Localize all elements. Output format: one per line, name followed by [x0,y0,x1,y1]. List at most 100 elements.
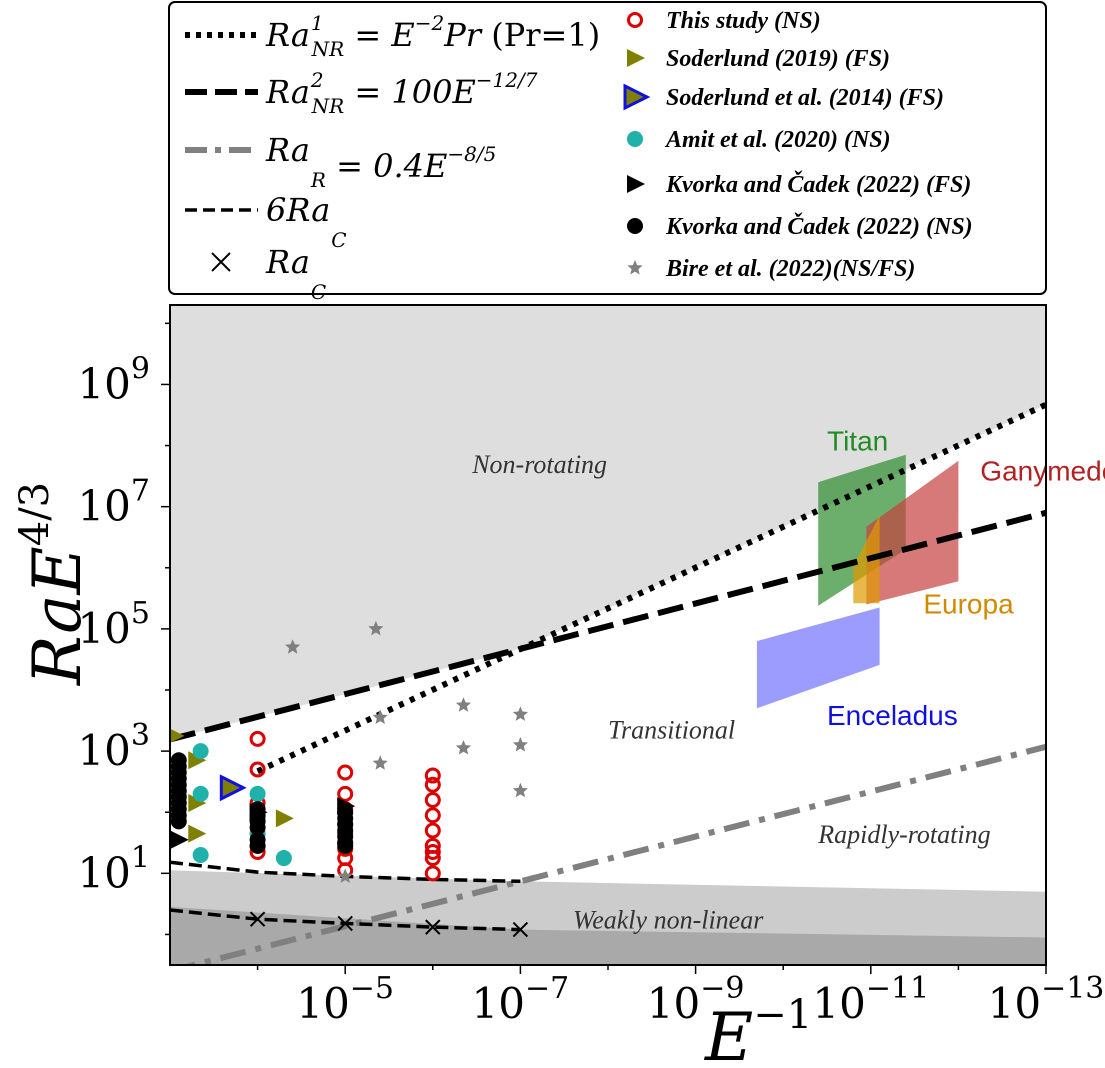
y-tick-label: 101 [77,840,150,897]
region-label: Weakly non-linear [573,905,764,934]
point-series-1 [424,822,441,839]
point-series-4 [192,847,209,863]
legend-study-label: Bire et al. (2022)(NS/FS) [665,256,915,282]
x-tick-label: 10−11 [812,971,929,1028]
y-tick-label: 105 [77,596,150,653]
legend-frame [168,1,1047,295]
point-series-4 [275,850,292,867]
point-series-1 [424,850,441,867]
legend-study-marker [627,12,643,28]
point-series-1 [424,792,441,808]
point-series-1 [424,843,441,860]
legend-line-label: Ra2 NR = 100E−12/7 [265,68,538,118]
legend-study-marker [623,83,651,111]
point-series-1 [424,767,441,784]
x-tick-label: 10−13 [988,971,1105,1028]
point-series-7 [372,755,388,770]
plot-area: Non-rotating Transitional Rapidly-rotating… [77,304,1105,1028]
legend-line-label: 6RaC [266,191,347,252]
axis-ticks: 10−5 10−7 10−9 10−11 10−13 101 103 105 107 109 [77,322,1105,1028]
point-series-7 [368,620,384,636]
scaling-line-3 [181,743,1046,965]
legend-study-label: This study (NS) [666,8,821,34]
legend-line-entries: Ra1 NR = E−2Pr (Pr=1) Ra2 NR = 100E−12/7 RaR… [185,11,600,304]
y-tick-label: 107 [77,474,150,531]
legend-study-label: Soderlund et al. (2014) (FS) [666,85,944,111]
label-ganymede: Ganymede [980,455,1105,486]
point-series-1 [424,865,441,882]
point-series-2 [188,794,207,813]
point-series-7 [285,639,301,654]
point-series-7 [372,709,388,724]
legend-study-label: Amit et al. (2020) (NS) [664,127,891,153]
label-enceladus: Enceladus [827,700,958,731]
y-tick-label: 109 [77,351,150,408]
moon-labels: Titan Ganymede Europa Enceladus [827,425,1105,730]
point-series-3 [219,774,247,802]
legend-line-label: Ra1 NR = E−2Pr (Pr=1) [265,11,600,61]
legend-line-label: RaR = 0.4E−8/5 [265,131,496,192]
legend-study-label: Kvorka and Čadek (2022) (NS) [665,213,973,240]
point-series-7 [512,737,528,752]
legend-study-marker [627,131,643,147]
legend-study-marker [627,49,645,67]
point-series-6 [249,819,266,836]
regime-shading [170,305,1046,965]
point-series-7 [337,868,353,883]
region-label: Transitional [608,715,735,744]
x-axis-label: E−1 [704,992,812,1068]
point-series-1 [424,776,441,793]
point-series-6 [249,837,266,854]
point-series-4 [249,785,266,802]
ra-c-marker [512,921,529,938]
ra-c-marker [249,911,266,927]
point-series-6 [170,813,187,830]
legend-study-marker [627,175,645,193]
regime-labels: Non-rotating Transitional Rapidly-rotating… [471,450,990,934]
region-label: Rapidly-rotating [817,820,990,849]
point-series-2 [188,751,207,770]
point-series-1 [249,730,266,747]
x-tick-label: 10−7 [472,971,570,1028]
legend-x-swatch [211,252,231,272]
point-series-4 [192,785,209,802]
data-points [170,620,528,883]
point-series-4 [192,743,209,760]
label-titan: Titan [827,425,888,456]
legend: Ra1 NR = E−2Pr (Pr=1) Ra2 NR = 100E−12/7 RaR… [168,1,1047,304]
point-series-1 [337,764,354,781]
legend-study-label: Kvorka and Čadek (2022) (FS) [665,171,971,198]
region-enceladus [756,607,880,709]
point-series-2 [275,809,294,828]
region-ganymede [866,460,959,605]
legend-study-marker [627,218,643,234]
legend-study-label: Soderlund (2019) (FS) [666,46,890,72]
point-series-5 [170,830,189,849]
legend-study-marker [627,260,643,275]
region-europa [853,515,880,604]
non-rotating-shading [170,305,1046,740]
region-label: Non-rotating [471,450,607,479]
point-series-1 [337,785,354,802]
point-series-2 [170,728,185,744]
scaling-line-1 [256,401,1046,775]
point-series-7 [455,740,472,755]
point-series-7 [455,697,472,712]
point-series-2 [188,824,207,843]
scaling-lines [170,401,1046,965]
label-europa: Europa [923,589,1014,620]
y-tick-label: 103 [77,718,150,775]
point-series-6 [337,837,354,854]
point-series-7 [512,782,528,798]
scaling-line-2 [170,509,1046,743]
ra-c-marker [425,919,441,935]
point-series-7 [512,706,528,721]
point-series-1 [424,807,441,824]
legend-line-label: RaC [265,243,326,304]
legend-study-entries: This study (NS) Soderlund (2019) (FS) Sode… [623,8,973,282]
x-tick-label: 10−5 [296,971,394,1028]
y-axis-label: RaE4/3 [12,482,96,686]
subcritical-shading [170,906,1046,965]
point-series-1 [249,761,266,778]
